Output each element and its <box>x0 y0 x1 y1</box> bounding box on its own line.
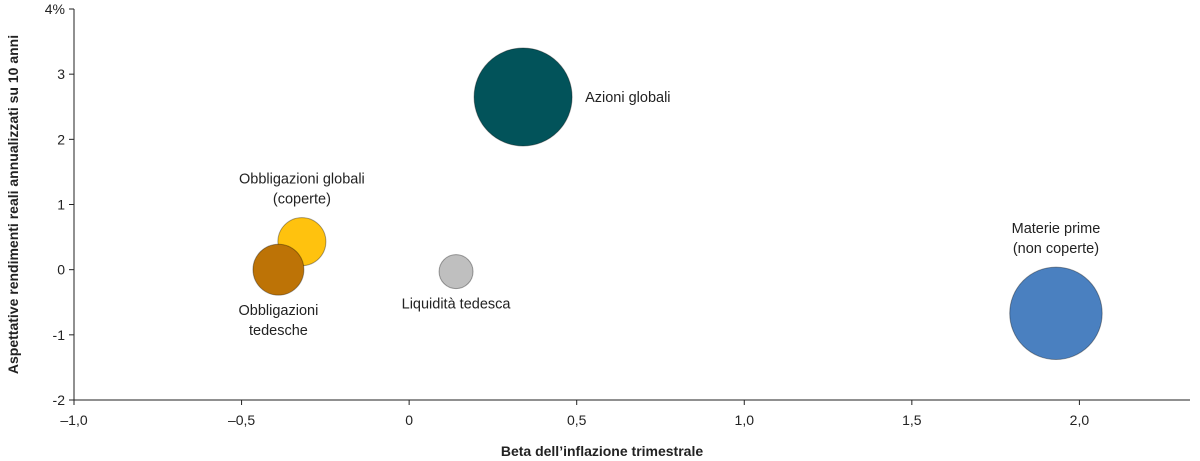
bubble-point <box>473 47 573 147</box>
bubble-label-line: Obbligazioni globali <box>239 172 365 188</box>
bubble-labels: Azioni globali Obbligazioni globali (coper… <box>239 90 1101 339</box>
bubble-label-line: (coperte) <box>273 192 331 208</box>
x-tick-label: –1,0 <box>60 412 87 428</box>
bubble-label: Liquidità tedesca <box>402 297 512 313</box>
x-tick-label: 1,5 <box>902 412 922 428</box>
x-tick-label: –0,5 <box>228 412 255 428</box>
bubble-label-line: tedesche <box>249 323 308 339</box>
y-tick-label: -1 <box>53 327 66 343</box>
bubble-label-line: Azioni globali <box>585 90 670 106</box>
bubble-label: Obbligazioni tedesche <box>239 303 319 339</box>
x-tick-label: 0,5 <box>567 412 587 428</box>
y-tick-label: 1 <box>57 197 65 213</box>
bubble-point <box>1009 266 1103 361</box>
bubble-label: Azioni globali <box>585 90 670 106</box>
bubble-series <box>252 47 1103 361</box>
x-tick-label: 1,0 <box>735 412 755 428</box>
bubble-point <box>438 254 474 290</box>
x-tick-label: 2,0 <box>1070 412 1090 428</box>
bubble-label-line: (non coperte) <box>1013 241 1099 257</box>
x-axis-title: Beta dell’inflazione trimestrale <box>501 443 703 459</box>
y-tick-label: 3 <box>57 66 65 82</box>
bubble-label: Obbligazioni globali (coperte) <box>239 172 365 208</box>
y-tick-label: 0 <box>57 262 65 278</box>
x-tick-label: 0 <box>405 412 413 428</box>
y-axis-ticks: -2 -1 0 1 2 3 4% <box>45 1 74 408</box>
bubble-point <box>252 243 305 296</box>
bubble-label-line: Obbligazioni <box>239 303 319 319</box>
y-tick-label: 2 <box>57 131 65 147</box>
y-tick-label: 4% <box>45 1 65 17</box>
bubble-label-line: Materie prime <box>1012 221 1101 237</box>
bubble-label: Materie prime (non coperte) <box>1012 221 1101 257</box>
y-axis-title: Aspettative rendimenti reali annualizzat… <box>5 35 21 374</box>
x-axis-ticks: –1,0 –0,5 0 0,5 1,0 1,5 2,0 <box>60 400 1089 428</box>
y-tick-label: -2 <box>53 392 66 408</box>
bubble-label-line: Liquidità tedesca <box>402 297 512 313</box>
